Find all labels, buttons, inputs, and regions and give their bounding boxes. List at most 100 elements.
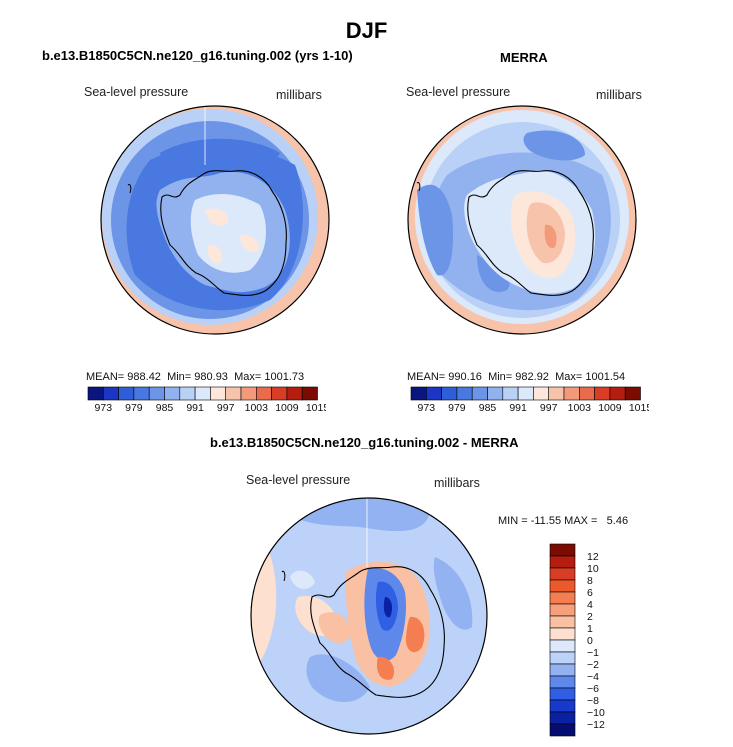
colorbar-box	[624, 386, 641, 401]
colorbar-box	[549, 579, 576, 593]
colorbar-tick-label: 997	[217, 402, 235, 414]
colorbar-box	[549, 567, 576, 581]
colorbar-tick-label: 1009	[598, 402, 622, 414]
colorbar-tick-label: 1015	[629, 402, 649, 414]
panel-2-colorbar-ticks: 973 979 985 991 997 1003 1009 1015	[418, 402, 649, 414]
panel-3-region-south-coast-pos	[376, 656, 395, 680]
colorbar-box	[549, 591, 576, 605]
colorbar-tick-label: −10	[587, 707, 605, 719]
colorbar-tick-label: 1003	[245, 402, 269, 414]
colorbar-box	[487, 386, 504, 401]
panel-2-min-value: 982.92	[515, 371, 549, 383]
colorbar-tick-label: 4	[587, 599, 593, 611]
colorbar-box	[410, 386, 427, 401]
panel-1-region-plateau-b	[240, 234, 259, 253]
panel-2-max-value: 1001.54	[585, 371, 626, 383]
panel-2-map-border	[407, 105, 637, 335]
panel-1-min-label: Min=	[167, 371, 192, 383]
colorbar-box	[549, 603, 576, 617]
colorbar-tick-label: 1003	[568, 402, 592, 414]
colorbar-box	[271, 386, 288, 401]
panel-1-region-low-north	[160, 138, 280, 168]
colorbar-box	[456, 386, 473, 401]
colorbar-box	[441, 386, 458, 401]
figure-title: DJF	[345, 18, 388, 43]
panel-3-region-dp-pale	[290, 570, 315, 589]
colorbar-tick-label: 1015	[306, 402, 326, 414]
colorbar-box	[164, 386, 181, 401]
colorbar-tick-label: 979	[125, 402, 143, 414]
panel-3-max-label: MAX =	[564, 515, 598, 527]
panel-3-coast-sa	[281, 570, 286, 582]
panel-1-units-label: millibars	[276, 88, 322, 102]
colorbar-box	[471, 386, 488, 401]
colorbar-box	[425, 386, 442, 401]
colorbar-tick-label: −2	[587, 659, 599, 671]
panel-1-stats: MEAN= 988.42 Min= 980.93 Max= 1001.73	[86, 371, 304, 383]
colorbar-tick-label: 991	[509, 402, 527, 414]
colorbar-tick-label: 2	[587, 611, 593, 623]
colorbar-box	[148, 386, 165, 401]
panel-3-map	[250, 497, 488, 735]
panel-3-units-label: millibars	[434, 476, 480, 490]
panel-3-stats: MIN = -11.55 MAX = 5.46	[498, 515, 628, 527]
panel-1-colorbar-ticks: 973 979 985 991 997 1003 1009 1015	[95, 402, 326, 414]
colorbar-box	[549, 687, 576, 701]
colorbar-box	[301, 386, 318, 401]
panel-2-mean-label: MEAN=	[407, 371, 446, 383]
panel-1-max-label: Max=	[234, 371, 262, 383]
panel-2-title: MERRA	[500, 50, 548, 65]
colorbar-tick-label: −4	[587, 671, 599, 683]
colorbar-tick-label: 8	[587, 575, 593, 587]
colorbar-box	[548, 386, 565, 401]
panel-1-antarctica-coastline	[160, 170, 287, 296]
panel-2-max-label: Max=	[555, 371, 583, 383]
panel-1-title: b.e13.B1850C5CN.ne120_g16.tuning.002 (yr…	[42, 48, 353, 63]
colorbar-tick-label: 1009	[275, 402, 299, 414]
panel-2-units-label: millibars	[596, 88, 642, 102]
colorbar-box	[549, 651, 576, 665]
colorbar-box	[549, 615, 576, 629]
panel-2-region-high-core	[544, 224, 557, 249]
panel-1-variable-label: Sea-level pressure	[84, 85, 189, 99]
colorbar-tick-label: 1	[587, 623, 593, 635]
panel-3-min-value: -11.55	[530, 515, 562, 527]
colorbar-box	[549, 675, 576, 689]
colorbar-box	[594, 386, 611, 401]
colorbar-tick-label: 6	[587, 587, 593, 599]
panel-2-antarctica-coastline	[467, 170, 594, 296]
panel-1-min-value: 980.93	[194, 371, 228, 383]
colorbar-tick-label: −8	[587, 695, 599, 707]
panel-3-max-value: 5.46	[606, 515, 629, 527]
colorbar-box	[549, 639, 576, 653]
panel-2-region-low-west	[417, 184, 454, 276]
colorbar-box	[240, 386, 257, 401]
colorbar-box	[194, 386, 211, 401]
panel-3-region-east-coast-pos	[405, 616, 425, 653]
panel-1-region-plateau-a	[205, 208, 229, 226]
colorbar-tick-label: 0	[587, 635, 593, 647]
panel-3-colorbar-boxes	[549, 543, 576, 737]
panel-3-region-continent-min	[383, 597, 393, 618]
colorbar-box	[502, 386, 519, 401]
panel-2-coast-sa	[416, 182, 421, 192]
panel-2-mean-value: 990.16	[448, 371, 482, 383]
colorbar-tick-label: 973	[418, 402, 436, 414]
panel-3-region-south-negative	[306, 654, 370, 702]
panel-2-map	[407, 105, 637, 335]
colorbar-box	[286, 386, 303, 401]
colorbar-box	[549, 663, 576, 677]
panel-1-region-plateau-c	[207, 244, 223, 264]
colorbar-tick-label: −6	[587, 683, 599, 695]
panel-3-antarctica-coastline	[310, 566, 445, 698]
panel-3-min-label: MIN =	[498, 515, 528, 527]
colorbar-box	[133, 386, 150, 401]
colorbar-tick-label: 997	[540, 402, 558, 414]
panel-1-coast-sa	[127, 184, 132, 194]
panel-3-map-border	[250, 497, 488, 735]
colorbar-tick-label: 979	[448, 402, 466, 414]
colorbar-box	[549, 711, 576, 725]
colorbar-tick-label: 985	[479, 402, 497, 414]
